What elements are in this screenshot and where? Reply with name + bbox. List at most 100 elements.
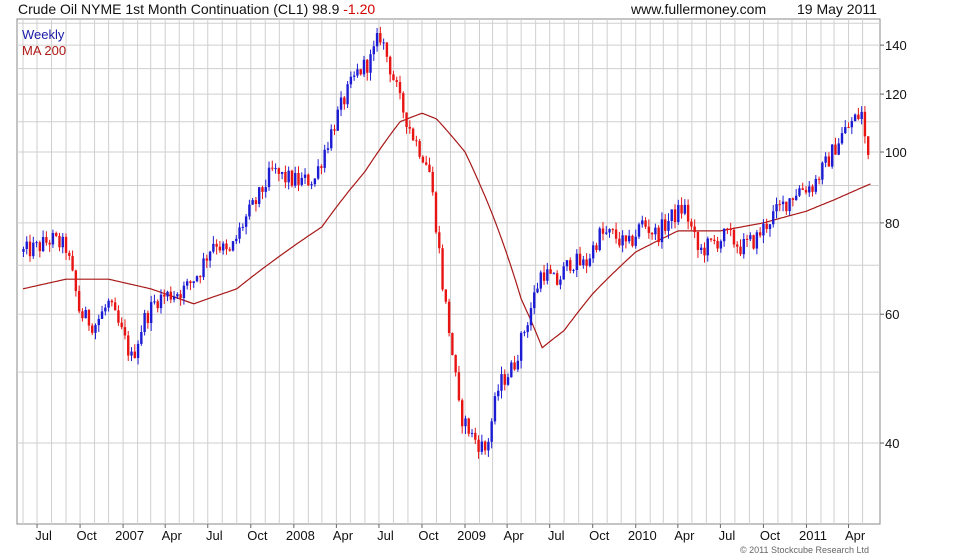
candle-body [637,224,641,237]
candle-body [758,232,762,236]
x-tick-label: 2007 [115,528,144,543]
x-tick-label: 2011 [799,528,827,543]
candle-body [752,235,755,249]
candle-body [575,253,578,270]
candle-body [480,441,484,452]
candle-body [644,220,647,227]
candle-body [493,396,497,422]
candle-body [179,294,182,298]
candle-body [261,187,264,192]
candle-body [130,351,133,356]
candle-body [221,243,225,251]
candle-body [91,325,94,333]
candle-body [123,327,127,336]
candle-body [336,109,339,131]
candle-body [300,177,303,185]
candle-body [215,243,218,247]
candle-body [614,229,618,239]
candle-body [781,201,785,205]
candle-body [208,251,212,261]
candle-body [107,300,110,308]
candle-body [22,249,25,252]
price-change: -1.20 [343,1,376,17]
candle-body [156,301,159,309]
candle-body [441,248,444,290]
candle-body [814,178,818,192]
candle-body [110,300,114,303]
candle-body [205,258,209,261]
candle-body [821,162,824,180]
x-tick-label: Oct [589,528,610,543]
candle-body [657,227,660,243]
candle-body [192,281,195,283]
candle-body [228,249,231,251]
candle-body [647,226,651,233]
copyright: © 2011 Stockcube Research Ltd [740,545,870,555]
candle-body [700,247,703,250]
candle-body [61,236,64,248]
y-tick-label: 140 [885,38,907,53]
candle-body [287,170,290,183]
candle-body [418,141,421,157]
x-tick-label: Oct [76,528,97,543]
candle-body [444,289,448,302]
candle-body [405,112,408,128]
candle-body [35,242,38,244]
candle-body [225,243,228,250]
candle-body [474,432,477,440]
candle-body [631,235,634,246]
candle-body [713,239,716,241]
candle-body [235,238,238,242]
candle-body [38,242,42,252]
candle-body [739,246,742,255]
candle-body [333,129,336,131]
candle-body [857,114,860,120]
candle-body [428,164,431,172]
candle-body [729,228,732,231]
candle-body [696,232,700,250]
x-tick-label: Jul [35,528,52,543]
candle-body [431,171,434,193]
x-tick-label: Jul [377,528,394,543]
candle-body [853,114,857,122]
candle-body [349,76,353,85]
candle-body [506,377,510,385]
candle-body [503,374,506,385]
candle-body [32,242,35,257]
candle-body [313,178,317,185]
candle-body [722,228,726,242]
candle-body [850,121,854,128]
candle-body [375,33,379,47]
candle-body [248,204,251,217]
candle-body [595,245,598,251]
x-tick-label: 2009 [457,528,486,543]
candle-body [294,173,297,186]
candle-body [510,362,513,378]
candle-body [81,311,84,319]
candle-body [798,188,801,196]
candle-body [169,291,173,300]
candle-body [490,421,493,442]
candle-body [588,258,592,266]
candle-body [791,198,795,200]
candle-body [654,227,657,235]
candle-body [189,281,192,283]
candle-body [555,273,559,285]
candle-body [392,74,395,81]
candle-body [117,310,120,323]
candle-body [762,223,765,236]
candle-body [801,188,804,190]
chart-title: Crude Oil NYME 1st Month Continuation (C… [18,1,375,17]
candle-body [258,187,261,204]
candle-body [330,129,333,149]
candle-body [601,228,605,234]
candle-body [765,223,768,229]
candle-body [254,200,258,204]
x-tick-label: Apr [333,528,354,543]
candle-body [546,269,549,281]
candle-body [686,204,690,222]
candle-body [742,238,745,255]
candle-body [146,313,150,323]
candle-body [127,335,130,356]
candle-body [680,204,683,214]
